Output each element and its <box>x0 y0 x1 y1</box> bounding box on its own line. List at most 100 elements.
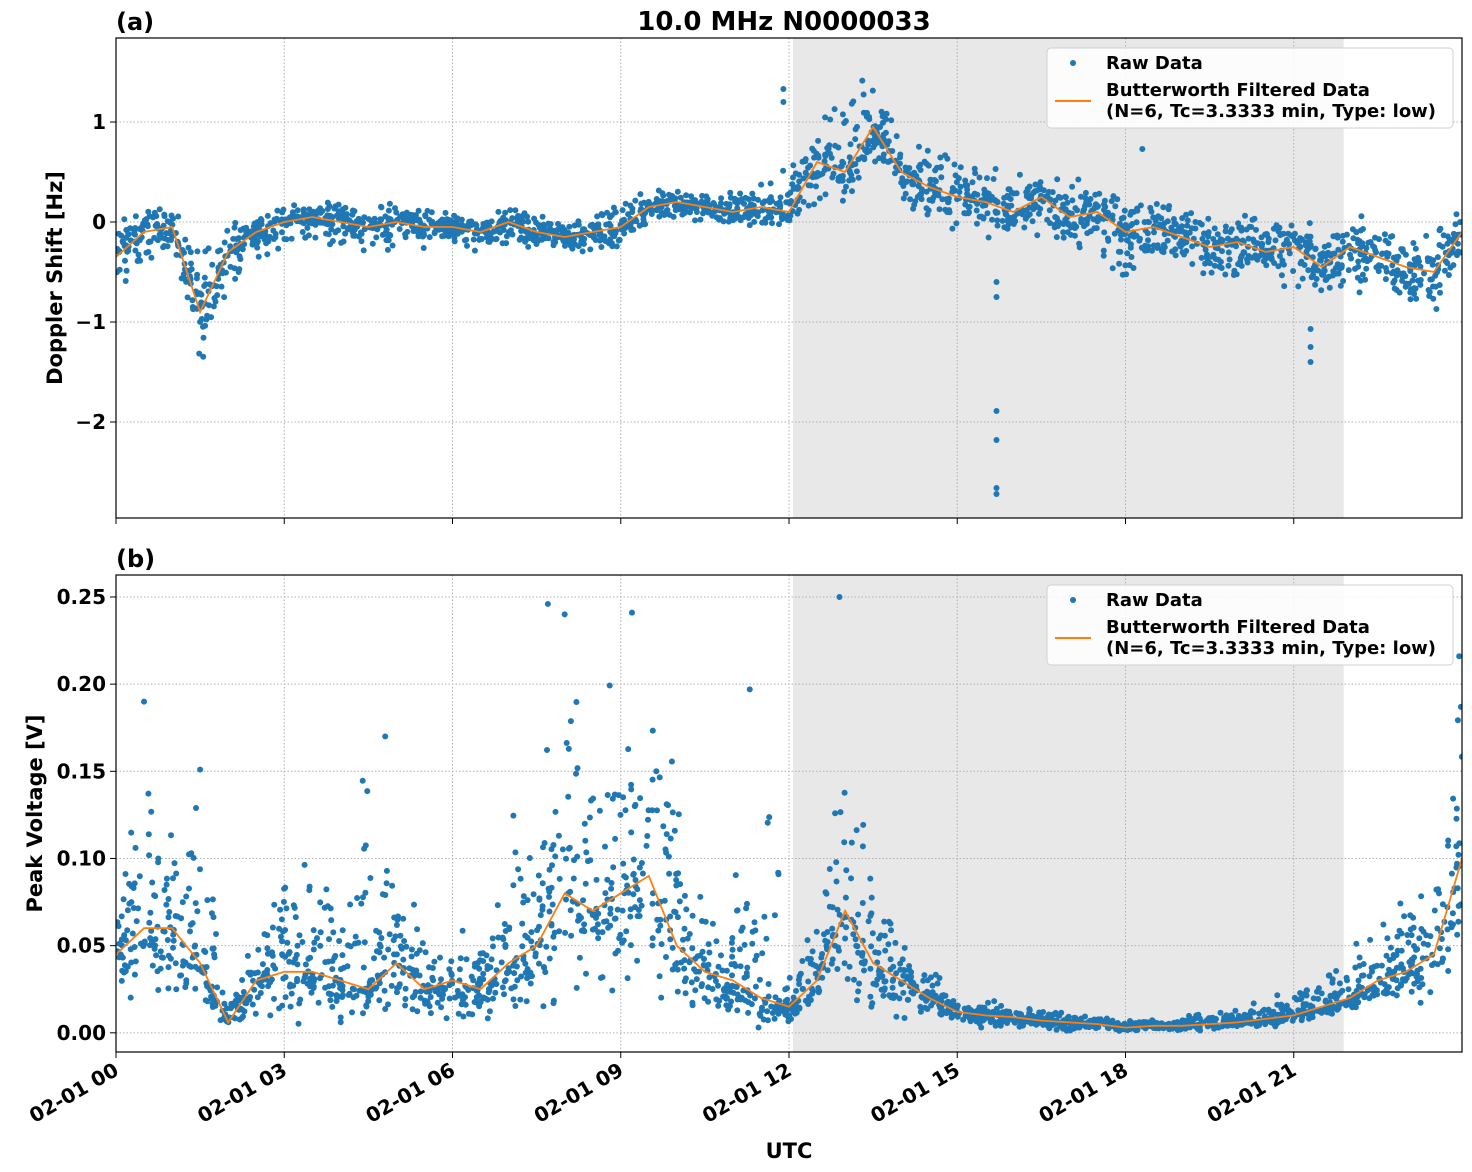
raw-point <box>1040 187 1047 194</box>
raw-point <box>1137 235 1143 242</box>
raw-point <box>868 894 875 901</box>
raw-point <box>796 981 803 987</box>
raw-point <box>1307 243 1314 249</box>
legend-filtered-params: (N=6, Tc=3.3333 min, Type: low) <box>1106 638 1436 659</box>
raw-point <box>1423 232 1430 239</box>
raw-point <box>730 217 736 224</box>
raw-point <box>305 955 312 962</box>
raw-point <box>116 954 123 961</box>
raw-point <box>949 225 956 232</box>
raw-point <box>843 867 850 874</box>
raw-point <box>269 952 276 959</box>
raw-point <box>1052 197 1059 204</box>
raw-point <box>354 895 361 901</box>
raw-point <box>403 215 410 222</box>
raw-point <box>498 959 505 966</box>
raw-point <box>755 1024 762 1031</box>
raw-point <box>494 902 501 909</box>
raw-point <box>1265 239 1272 246</box>
raw-point <box>727 189 734 196</box>
raw-point <box>637 191 644 198</box>
raw-point <box>740 214 747 221</box>
raw-point <box>630 870 637 877</box>
raw-point <box>1121 1020 1128 1027</box>
raw-point <box>1360 972 1367 979</box>
raw-point <box>750 195 757 202</box>
raw-point <box>182 236 189 243</box>
raw-point <box>1408 932 1415 939</box>
y-axis-label: Doppler Shift [Hz] <box>43 171 67 385</box>
raw-point <box>1433 306 1440 312</box>
raw-point <box>1409 277 1416 284</box>
raw-point <box>427 994 434 1000</box>
raw-point <box>842 118 849 124</box>
raw-point <box>1267 1019 1274 1026</box>
raw-point <box>850 931 857 938</box>
raw-point <box>267 1012 274 1019</box>
raw-point <box>551 945 558 952</box>
raw-point <box>411 901 417 908</box>
raw-point <box>1241 1011 1248 1018</box>
raw-point <box>595 910 602 917</box>
raw-point <box>604 209 610 216</box>
raw-point <box>867 875 874 882</box>
raw-point <box>1425 941 1431 948</box>
raw-point <box>1390 279 1397 286</box>
raw-point <box>853 168 860 175</box>
raw-point <box>426 964 432 971</box>
raw-point <box>272 230 279 237</box>
raw-point <box>976 1020 983 1027</box>
raw-point <box>777 194 784 201</box>
raw-point <box>264 945 271 952</box>
raw-point <box>555 832 562 839</box>
raw-point <box>751 995 758 1002</box>
raw-point <box>120 896 127 903</box>
raw-point <box>386 931 393 938</box>
raw-point <box>1458 753 1462 760</box>
raw-point <box>416 972 423 979</box>
raw-point <box>855 911 862 918</box>
raw-point <box>1416 935 1423 942</box>
raw-point <box>546 866 553 873</box>
raw-point <box>1032 181 1039 188</box>
raw-point <box>403 943 410 950</box>
raw-point <box>610 864 617 871</box>
raw-point <box>1441 267 1448 274</box>
raw-point <box>264 212 271 219</box>
raw-point <box>911 169 918 176</box>
raw-point <box>1010 190 1017 197</box>
raw-point <box>676 898 683 905</box>
raw-point <box>831 106 838 113</box>
raw-point <box>964 182 971 189</box>
raw-point <box>155 987 162 993</box>
raw-point <box>402 996 409 1002</box>
raw-point <box>636 913 643 919</box>
raw-point <box>821 931 827 938</box>
raw-point <box>833 859 840 866</box>
raw-point <box>383 867 390 874</box>
raw-point <box>892 992 899 999</box>
raw-point <box>660 192 667 199</box>
raw-point <box>888 927 894 934</box>
raw-point-outlier <box>1307 344 1314 350</box>
raw-point <box>629 209 636 215</box>
raw-point <box>214 984 221 991</box>
raw-point <box>127 946 134 953</box>
raw-point <box>379 891 386 898</box>
raw-point <box>127 225 134 232</box>
raw-point <box>596 232 603 238</box>
raw-point <box>849 176 856 183</box>
raw-point <box>192 900 199 907</box>
raw-point <box>756 976 763 983</box>
raw-point <box>758 181 765 188</box>
raw-point <box>1037 179 1044 186</box>
raw-point <box>811 201 818 208</box>
raw-point <box>1216 263 1223 270</box>
raw-point <box>900 967 907 973</box>
raw-point <box>249 1001 256 1008</box>
raw-point <box>972 170 979 177</box>
filtered-data-line <box>116 858 1462 1029</box>
raw-point <box>548 922 555 929</box>
raw-point <box>306 887 313 894</box>
raw-point <box>819 974 826 981</box>
